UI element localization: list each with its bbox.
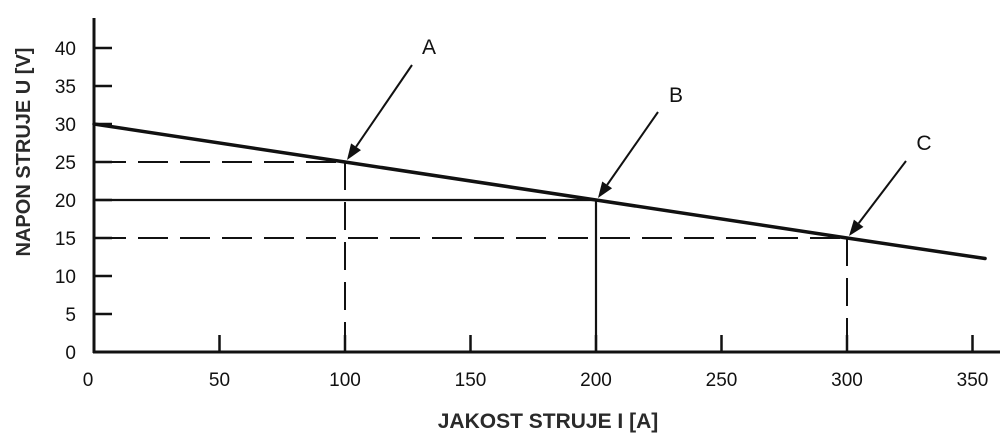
x-tick-label: 0 xyxy=(83,370,94,391)
y-tick-label: 35 xyxy=(55,77,76,98)
y-tick-label: 10 xyxy=(55,267,76,288)
x-tick-label: 200 xyxy=(580,370,612,391)
arrow-head-c xyxy=(849,219,864,236)
ticks: 0 5 10 15 20 25 30 35 40 0 50 100 150 200 250 300 350 xyxy=(55,39,988,391)
x-tick-label: 350 xyxy=(957,370,989,391)
annotation-label-a: A xyxy=(422,36,436,59)
arrow-shaft-c xyxy=(857,160,907,224)
arrow-shaft-a xyxy=(355,64,413,148)
y-tick-label: 40 xyxy=(55,39,76,60)
x-tick-label: 250 xyxy=(706,370,738,391)
y-axis-label: NAPON STRUJE U [V] xyxy=(13,48,35,257)
y-tick-label: 0 xyxy=(65,343,76,364)
x-tick-label: 50 xyxy=(209,370,230,391)
guide-lines xyxy=(96,161,848,352)
x-tick-label: 300 xyxy=(831,370,863,391)
y-tick-label: 5 xyxy=(65,305,76,326)
series-line xyxy=(92,122,987,261)
annotations: A B C xyxy=(347,36,932,236)
arrow-shaft-b xyxy=(606,111,659,186)
annotation-label-c: C xyxy=(916,132,931,155)
x-axis-label: JAKOST STRUJE I [A] xyxy=(438,410,659,433)
arrow-head-b xyxy=(598,181,613,198)
x-tick-label: 100 xyxy=(329,370,361,391)
annotation-label-b: B xyxy=(669,84,683,107)
x-tick-label: 150 xyxy=(455,370,487,391)
y-tick-label: 15 xyxy=(55,229,76,250)
series xyxy=(92,122,987,261)
y-tick-label: 20 xyxy=(55,191,76,212)
y-tick-label: 30 xyxy=(55,115,76,136)
axes xyxy=(92,18,1000,354)
y-tick-label: 25 xyxy=(55,153,76,174)
arrow-head-a xyxy=(347,143,361,160)
